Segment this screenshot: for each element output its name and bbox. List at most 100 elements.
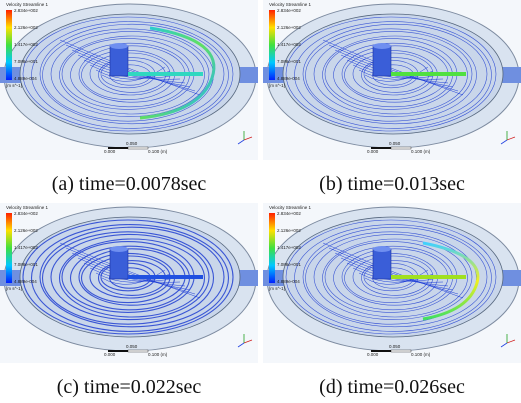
streamline	[328, 44, 459, 92]
center-cylinder	[109, 45, 129, 77]
simulation-image: Velocity Streamline 12.834e+002 2.126e+00…	[0, 203, 258, 363]
scale-label: 0.000	[104, 352, 116, 357]
streamline	[302, 23, 488, 125]
streamline	[302, 226, 488, 328]
streamline	[364, 269, 429, 285]
legend-tick: 2.126e+002	[14, 25, 38, 30]
legend-tick: 2.834e+002	[14, 8, 38, 13]
legend-tick: 2.126e+002	[277, 228, 301, 233]
cylinder-top	[110, 43, 128, 49]
streamline	[322, 238, 468, 318]
streamline	[59, 242, 201, 299]
center-cylinder	[372, 248, 392, 280]
legend-tick: 2.834e+002	[277, 211, 301, 216]
legend-unit: [m s^-1]	[269, 286, 285, 291]
streamline	[59, 39, 201, 96]
streamline	[65, 247, 196, 295]
caption: (a) time=0.0078sec	[52, 173, 207, 195]
streamline	[294, 21, 492, 129]
cylinder-top	[373, 43, 391, 49]
legend-tick: 4.889e-004	[14, 279, 37, 284]
scale-label: 0.100 (m)	[411, 352, 431, 357]
panel: Velocity Streamline 12.834e+002 2.126e+00…	[263, 203, 521, 398]
scale-label: 0.000	[367, 352, 379, 357]
legend-title: Velocity Streamline 1	[6, 205, 49, 210]
jet	[391, 275, 466, 279]
axis-triad	[506, 339, 516, 344]
legend-title: Velocity Streamline 1	[269, 205, 312, 210]
simulation-image: Velocity Streamline 12.834e+002 2.126e+00…	[263, 0, 521, 160]
scale-bar	[127, 146, 149, 150]
color-bar	[269, 213, 275, 283]
panel: Velocity Streamline 12.834e+002 2.126e+00…	[0, 203, 258, 398]
streamline	[39, 23, 225, 125]
legend-unit: [m s^-1]	[269, 83, 285, 88]
legend-tick: 1.417e+002	[277, 42, 301, 47]
color-bar	[6, 213, 12, 283]
streamline	[352, 267, 439, 282]
legend-tick: 2.834e+002	[14, 211, 38, 216]
legend-tick: 2.126e+002	[14, 228, 38, 233]
axis-triad	[243, 136, 253, 141]
axis-triad	[243, 339, 253, 344]
streamline	[305, 28, 477, 122]
streamline	[285, 16, 497, 132]
streamline	[30, 224, 230, 332]
legend-tick: 7.086e+001	[277, 262, 301, 267]
jet	[128, 275, 203, 279]
axis-triad	[500, 139, 508, 145]
legend-tick: 4.889e-004	[277, 76, 300, 81]
legend-tick: 4.889e-004	[14, 76, 37, 81]
streamline	[101, 66, 166, 82]
streamline	[22, 219, 234, 335]
scale-label: 0.100 (m)	[411, 149, 431, 154]
streamline	[65, 44, 196, 92]
legend-tick: 2.834e+002	[277, 8, 301, 13]
streamline	[89, 267, 176, 282]
legend-tick: 1.417e+002	[277, 245, 301, 250]
center-cylinder	[109, 248, 129, 280]
streamline	[58, 238, 206, 318]
legend-title: Velocity Streamline 1	[269, 2, 312, 7]
streamline	[294, 224, 492, 332]
scale-bar	[127, 349, 149, 353]
streamline	[31, 21, 229, 129]
color-bar	[6, 10, 12, 80]
legend-tick: 1.417e+002	[14, 245, 38, 250]
legend-title: Velocity Streamline 1	[6, 2, 49, 7]
streamline	[41, 231, 215, 325]
axis-triad	[237, 139, 245, 145]
legend-unit: [m s^-1]	[6, 83, 22, 88]
axis-triad	[500, 342, 508, 348]
simulation-image: Velocity Streamline 12.834e+002 2.126e+00…	[263, 203, 521, 363]
streamline	[352, 64, 439, 79]
scale-label: 0.000	[367, 149, 379, 154]
streamline	[364, 66, 429, 82]
streamline	[328, 247, 459, 295]
legend-tick: 7.086e+001	[14, 59, 38, 64]
legend-tick: 7.086e+001	[14, 262, 38, 267]
legend-tick: 1.417e+002	[14, 42, 38, 47]
legend-tick: 2.126e+002	[277, 25, 301, 30]
streamline	[59, 35, 205, 115]
high-velocity-streamline	[139, 26, 216, 120]
scale-label: 0.050	[389, 344, 401, 349]
streamline	[322, 242, 464, 299]
streamline	[39, 226, 225, 328]
streamline	[313, 31, 473, 117]
panel: Velocity Streamline 12.834e+002 2.126e+00…	[263, 0, 521, 195]
streamline	[285, 219, 497, 335]
jet	[391, 72, 466, 76]
axis-triad	[506, 136, 516, 141]
jet	[128, 72, 203, 76]
streamline	[50, 233, 210, 321]
legend-tick: 7.086e+001	[277, 59, 301, 64]
streamline	[50, 31, 210, 117]
caption: (b) time=0.013sec	[319, 173, 465, 195]
streamline	[322, 35, 468, 115]
legend-tick: 4.889e-004	[277, 279, 300, 284]
cylinder-top	[110, 246, 128, 252]
high-velocity-streamline	[422, 241, 480, 321]
streamline	[89, 64, 176, 79]
